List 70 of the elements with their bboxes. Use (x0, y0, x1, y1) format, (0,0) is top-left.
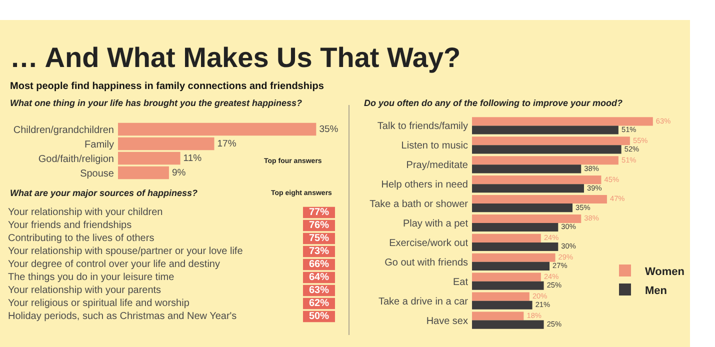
data-label: 75% (308, 233, 330, 244)
y-tick-label: Listen to music (401, 140, 468, 152)
bar (472, 194, 607, 204)
y-tick-label: God/faith/religion (38, 154, 114, 165)
y-tick-label: Talk to friends/family (377, 121, 468, 132)
bar (472, 184, 584, 193)
legend-label: Men (645, 284, 668, 297)
y-tick-label: Spouse (80, 168, 114, 180)
data-label: 64% (308, 272, 330, 283)
data-label: 77% (308, 207, 330, 218)
legend-label: Women (645, 266, 685, 278)
bar (472, 156, 618, 165)
bar (472, 272, 541, 282)
category-label: Your relationship with spouse/partner or your love life (8, 246, 244, 257)
data-label: 11% (183, 152, 202, 164)
category-label: Contributing to the lives of others (8, 233, 154, 244)
data-label: 73% (308, 246, 330, 257)
y-tick-label: Eat (452, 276, 468, 288)
bar (118, 122, 316, 136)
y-tick-label: Help others in need (381, 180, 468, 191)
bar (472, 136, 630, 146)
bar (118, 137, 214, 150)
bar (118, 166, 169, 180)
bar (118, 152, 180, 165)
bar (472, 320, 544, 329)
data-label: 50% (308, 311, 330, 322)
bar (472, 176, 602, 184)
y-tick-label: Go out with friends (384, 257, 468, 268)
data-label: 66% (308, 259, 330, 270)
bar (472, 242, 558, 252)
bar (472, 204, 573, 212)
data-label: 63% (308, 285, 330, 296)
data-label: 76% (308, 220, 330, 231)
data-label: 62% (308, 298, 330, 309)
y-tick-label: Have sex (426, 316, 468, 327)
bar (472, 223, 558, 232)
category-label: Your relationship with your children (8, 207, 163, 218)
bar (472, 300, 532, 310)
bar (472, 117, 653, 126)
bar (472, 214, 582, 223)
bar (472, 312, 524, 320)
bar (472, 281, 544, 290)
bar (472, 292, 530, 301)
category-label: Your friends and friendships (8, 220, 132, 231)
bar (472, 126, 618, 134)
bar (472, 253, 556, 262)
bar (472, 262, 550, 270)
bar (472, 234, 541, 242)
chart-title: … And What Makes Us That Way? (10, 42, 461, 73)
category-label: Your relationship with your parents (8, 285, 162, 296)
y-tick-label: Family (84, 139, 114, 150)
data-label: 9% (172, 167, 186, 178)
text: What are your major sources of happiness? (10, 188, 198, 198)
data-label: 35% (319, 124, 339, 135)
category-label: The things you do in your leisure time (8, 272, 175, 283)
bar (472, 145, 622, 154)
y-tick-label: Pray/meditate (406, 160, 468, 172)
data-label: 17% (217, 138, 237, 150)
text: What one thing in your life has brought you the greatest happiness? (10, 98, 303, 108)
category-label: Your religious or spiritual life and worship (8, 298, 190, 309)
chart-subtitle: Most people find happiness in family connections and friendships (10, 81, 324, 92)
bar (472, 164, 582, 174)
y-tick-label: Play with a pet (402, 218, 468, 230)
chart-title: Do you often do any of the following to improve your mood? (364, 98, 623, 108)
y-tick-label: Children/grandchildren (13, 124, 114, 136)
category-label: Holiday periods, such as Christmas and New Year's (8, 311, 237, 322)
category-label: Your degree of control over your life and destiny (8, 259, 220, 270)
y-tick-label: Take a bath or shower (370, 199, 469, 210)
y-tick-label: Take a drive in a car (378, 296, 469, 308)
y-tick-label: Exercise/work out (389, 238, 468, 249)
